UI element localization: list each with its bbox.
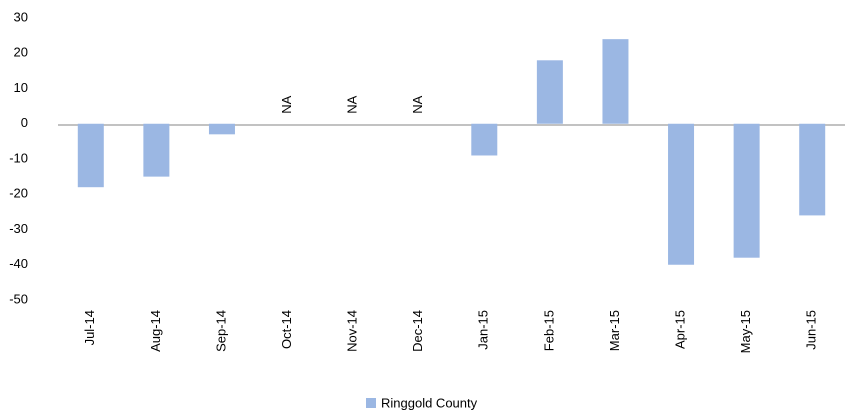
- y-tick-label: 20: [14, 45, 28, 60]
- bar: [668, 123, 695, 265]
- y-tick-label: -30: [9, 221, 28, 236]
- y-tick-label: -40: [9, 256, 28, 271]
- legend-swatch: [366, 398, 376, 408]
- y-tick-label: -50: [9, 291, 28, 306]
- x-tick-label: Apr-15: [672, 310, 687, 349]
- bar: [602, 39, 629, 124]
- y-tick-label: 0: [21, 115, 28, 130]
- y-tick-label: 30: [14, 9, 28, 24]
- bar: [471, 123, 498, 156]
- bar: [208, 123, 235, 135]
- bar: [77, 123, 104, 188]
- x-tick-label: Sep-14: [213, 310, 228, 352]
- data-label: NA: [279, 95, 294, 113]
- bar: [733, 123, 760, 258]
- x-tick-label: Dec-14: [410, 310, 425, 352]
- x-tick-label: Jul-14: [82, 310, 97, 345]
- x-tick-label: Feb-15: [541, 310, 556, 351]
- x-tick-label: Oct-14: [279, 310, 294, 349]
- legend-label: Ringgold County: [381, 395, 478, 410]
- y-tick-label: -20: [9, 186, 28, 201]
- x-tick-label: Nov-14: [345, 310, 360, 352]
- x-tick-label: Jan-15: [476, 310, 491, 350]
- bar: [536, 60, 563, 124]
- x-tick-label: May-15: [738, 310, 753, 353]
- bar: [799, 123, 826, 216]
- x-tick-label: Mar-15: [607, 310, 622, 351]
- y-tick-label: -10: [9, 150, 28, 165]
- y-tick-label: 10: [14, 80, 28, 95]
- x-tick-label: Jun-15: [804, 310, 819, 350]
- x-tick-label: Aug-14: [148, 310, 163, 352]
- data-label: NA: [345, 95, 360, 113]
- data-label: NA: [410, 95, 425, 113]
- bar: [143, 123, 170, 177]
